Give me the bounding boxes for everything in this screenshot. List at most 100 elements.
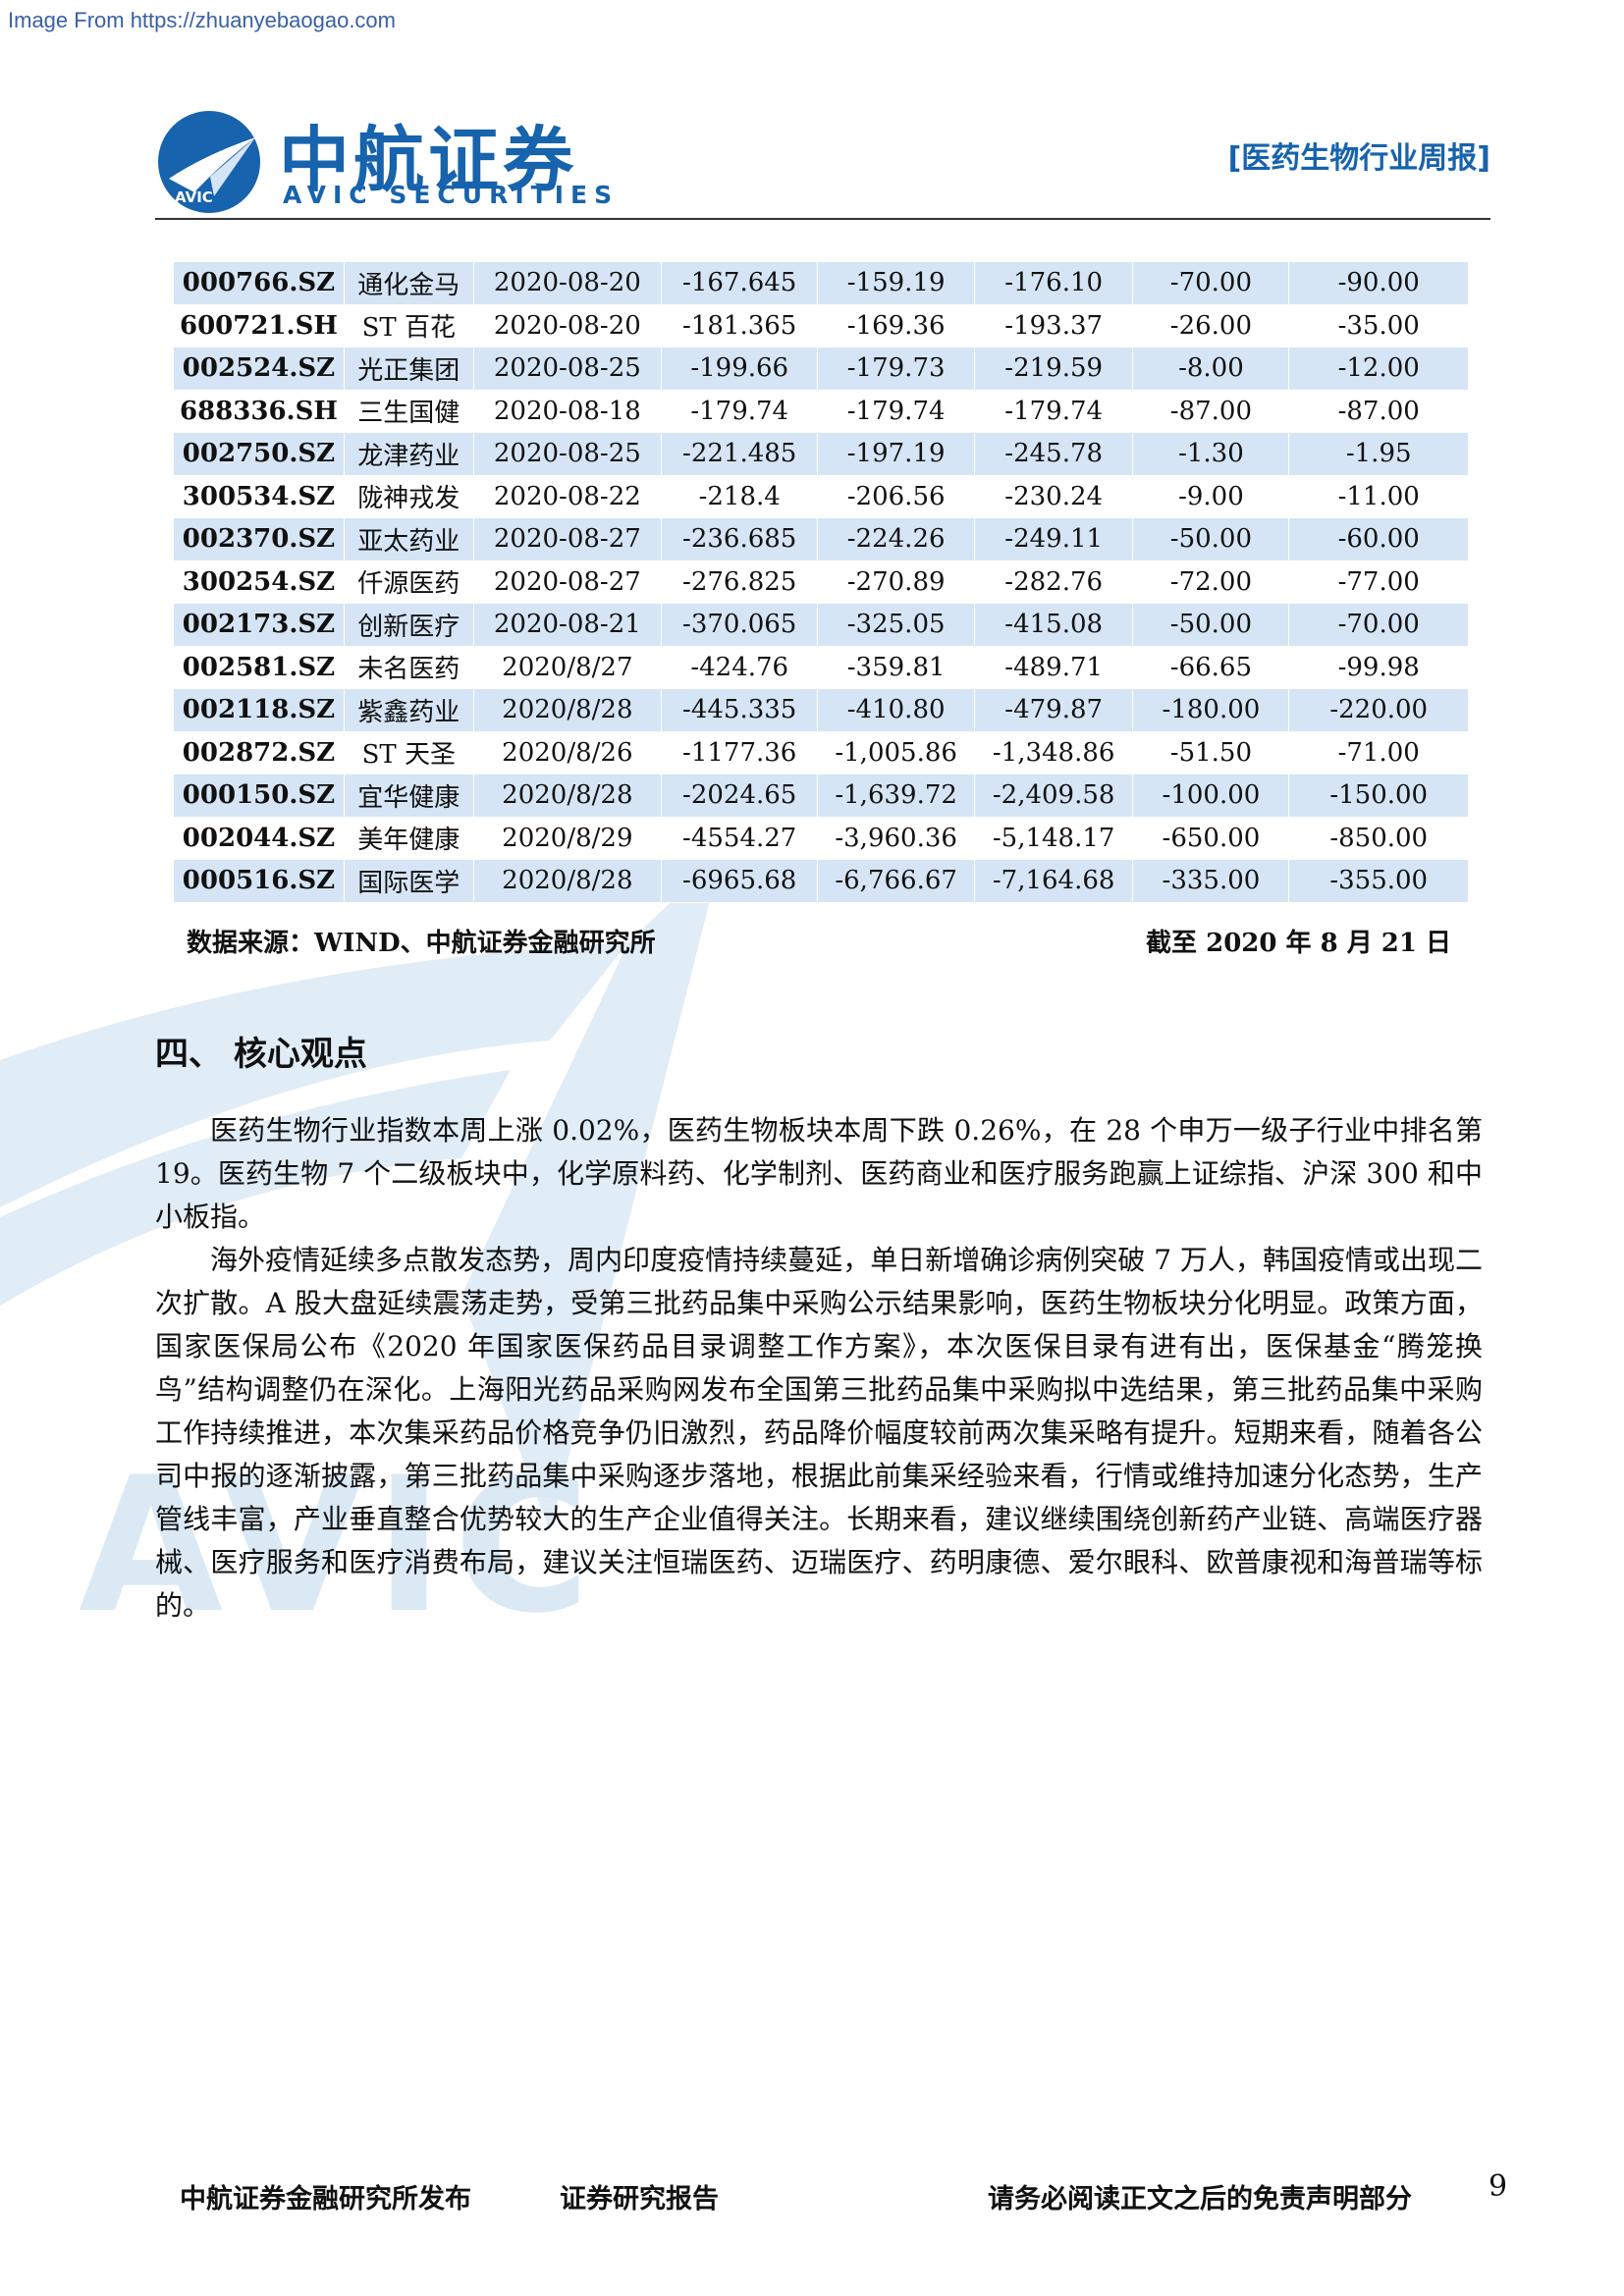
stock-name-cell: ST 天圣 [343, 730, 474, 774]
paragraph: 海外疫情延续多点散发态势，周内印度疫情持续蔓延，单日新增确诊病例突破 7 万人，… [155, 1244, 1483, 1622]
stock-name-cell: 通化金马 [343, 261, 474, 305]
table-cell: -4554.27 [661, 816, 819, 860]
table-row: 300254.SZ 仟源医药 2020-08-27 -276.825 -270.89 -2… [173, 560, 1469, 604]
table-cell: -650.00 [1132, 816, 1290, 860]
table-row: 002872.SZ ST 天圣 2020/8/26 -1177.36 -1,005.86… [173, 730, 1469, 774]
table-cell: -66.65 [1132, 645, 1290, 689]
stock-name-cell: ST 百花 [343, 303, 474, 347]
table-cell: -50.00 [1132, 603, 1290, 647]
table-cell: 2020-08-18 [472, 389, 663, 433]
stock-name-cell: 光正集团 [343, 347, 474, 391]
table-cell: -181.365 [661, 303, 819, 347]
table-row: 002750.SZ 龙津药业 2020-08-25 -221.485 -197.19 -2… [173, 432, 1469, 476]
table-cell: 2020-08-25 [472, 432, 663, 476]
table-cell: -3,960.36 [817, 816, 975, 860]
table-cell: -179.74 [973, 389, 1134, 433]
stock-name-cell: 美年健康 [343, 816, 474, 860]
table-row: 002370.SZ 亚太药业 2020-08-27 -236.685 -224.26 -2… [173, 517, 1469, 561]
stock-name-cell: 创新医疗 [343, 603, 474, 647]
table-cell: -206.56 [817, 474, 975, 518]
header-divider [155, 218, 1490, 220]
table-cell: -489.71 [973, 645, 1134, 689]
table-cell: -219.59 [973, 347, 1134, 391]
table-cell: -12.00 [1288, 347, 1469, 391]
stock-code-cell: 002370.SZ [173, 517, 345, 561]
table-cell: -179.73 [817, 347, 975, 391]
table-cell: -9.00 [1132, 474, 1290, 518]
stock-code-cell: 300254.SZ [173, 560, 345, 604]
stock-code-cell: 002750.SZ [173, 432, 345, 476]
page-header: AVIC 中航证券 AVIC SECURITIES [医药生物行业周报] [155, 98, 1490, 218]
table-cell: -179.74 [661, 389, 819, 433]
stock-name-cell: 陇神戎发 [343, 474, 474, 518]
table-cell: -2024.65 [661, 774, 819, 818]
table-cell: -70.00 [1132, 261, 1290, 305]
stock-code-cell: 688336.SH [173, 389, 345, 433]
paragraph: 医药生物行业指数本周上涨 0.02%，医药生物板块本周下跌 0.26%，在 28… [155, 1114, 1483, 1233]
stock-code-cell: 600721.SH [173, 303, 345, 347]
table-cell: -1.95 [1288, 432, 1469, 476]
table-cell: -11.00 [1288, 474, 1469, 518]
table-row: 600721.SH ST 百花 2020-08-20 -181.365 -169.36 -… [173, 303, 1469, 347]
table-cell: -71.00 [1288, 730, 1469, 774]
stock-code-cell: 000150.SZ [173, 774, 345, 818]
table-cell: -26.00 [1132, 303, 1290, 347]
stock-code-cell: 002118.SZ [173, 688, 345, 732]
table-cell: -50.00 [1132, 517, 1290, 561]
table-cell: -249.11 [973, 517, 1134, 561]
table-cell: -218.4 [661, 474, 819, 518]
source-banner[interactable]: Image From https://zhuanyebaogao.com [8, 8, 396, 32]
table-cell: 2020-08-20 [472, 303, 663, 347]
table-cell: -72.00 [1132, 560, 1290, 604]
table-cell: -479.87 [973, 688, 1134, 732]
table-source-note: 数据来源：WIND、中航证券金融研究所 [187, 929, 656, 958]
table-cell: -282.76 [973, 560, 1134, 604]
page-footer: 中航证券金融研究所发布 证券研究报告 请务必阅读正文之后的免责声明部分 9 [0, 2169, 1624, 2228]
table-cell: -230.24 [973, 474, 1134, 518]
table-cell: -355.00 [1288, 859, 1469, 903]
table-cell: -245.78 [973, 432, 1134, 476]
table-cell: -224.26 [817, 517, 975, 561]
table-cell: -6965.68 [661, 859, 819, 903]
table-row: 002581.SZ 未名医药 2020/8/27 -424.76 -359.81 -489… [173, 645, 1469, 689]
avic-logo-icon: AVIC [158, 111, 260, 213]
table-cell: -99.98 [1288, 645, 1469, 689]
stock-code-cell: 000766.SZ [173, 261, 345, 305]
table-row: 000516.SZ 国际医学 2020/8/28 -6965.68 -6,766.67-… [173, 859, 1469, 903]
table-cell: -100.00 [1132, 774, 1290, 818]
table-cell: -70.00 [1288, 603, 1469, 647]
table-body: 000766.SZ 通化金马 2020-08-20 -167.645 -159.19 -1… [173, 261, 1469, 903]
table-cell: -276.825 [661, 560, 819, 604]
table-cell: 2020-08-25 [472, 347, 663, 391]
table-cell: -7,164.68 [973, 859, 1134, 903]
table-row: 002524.SZ 光正集团 2020-08-25 -199.66 -179.73 -21… [173, 347, 1469, 391]
table-cell: 2020/8/28 [472, 774, 663, 818]
table-cell: -8.00 [1132, 347, 1290, 391]
table-cell: -169.36 [817, 303, 975, 347]
table-row: 002118.SZ 紫鑫药业 2020/8/28 -445.335 -410.80 -47… [173, 688, 1469, 732]
table-cell: -180.00 [1132, 688, 1290, 732]
footer-publisher: 中航证券金融研究所发布 [180, 2184, 471, 2215]
table-cell: -197.19 [817, 432, 975, 476]
stock-name-cell: 紫鑫药业 [343, 688, 474, 732]
stock-code-cell: 002044.SZ [173, 816, 345, 860]
table-row: 002044.SZ 美年健康 2020/8/29 -4554.27 -3,960.36-… [173, 816, 1469, 860]
logo-text: AVIC [175, 188, 213, 206]
stock-code-cell: 000516.SZ [173, 859, 345, 903]
table-cell: -359.81 [817, 645, 975, 689]
table-cell: -410.80 [817, 688, 975, 732]
brand-name-cn: 中航证券 [279, 119, 578, 201]
table-cell: 2020/8/28 [472, 688, 663, 732]
stock-name-cell: 未名医药 [343, 645, 474, 689]
stock-code-cell: 002173.SZ [173, 603, 345, 647]
table-cell: -87.00 [1132, 389, 1290, 433]
stock-name-cell: 亚太药业 [343, 517, 474, 561]
table-cell: -1,639.72 [817, 774, 975, 818]
table-cell: 2020-08-20 [472, 261, 663, 305]
table-cell: -90.00 [1288, 261, 1469, 305]
table-cell: -77.00 [1288, 560, 1469, 604]
table-cell: -51.50 [1132, 730, 1290, 774]
footer-report-kind: 证券研究报告 [560, 2184, 719, 2215]
table-cell: -35.00 [1288, 303, 1469, 347]
table-cell: 2020/8/26 [472, 730, 663, 774]
